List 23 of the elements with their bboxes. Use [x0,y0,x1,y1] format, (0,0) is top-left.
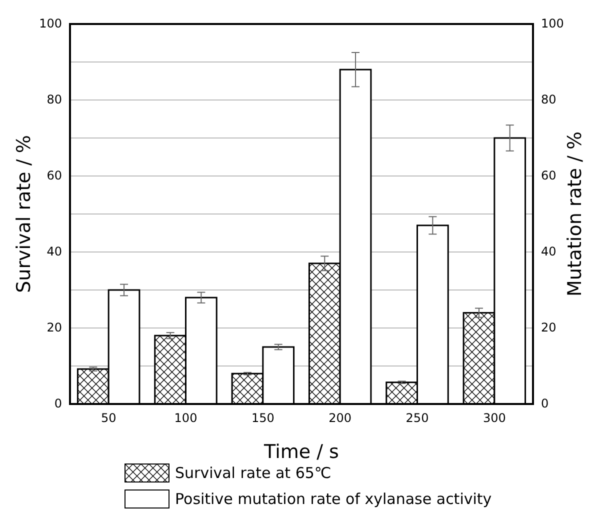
x-tick-label: 300 [482,411,506,425]
y-tick-label: 80 [46,92,62,106]
legend-label: Survival rate at 65℃ [175,464,332,482]
y-tick-label: 20 [46,320,62,334]
y-tick-label: 100 [39,16,62,30]
y2-tick-label: 0 [541,396,549,410]
x-tick-label: 200 [328,411,352,425]
y-axis-title: Survival rate / % [13,135,35,293]
y2-tick-label: 100 [541,16,564,30]
x-axis-title: Time / s [263,441,339,463]
y2-axis-title: Mutation rate / % [564,131,586,297]
y-tick-label: 60 [46,168,62,182]
x-tick-label: 150 [251,411,274,425]
y2-tick-label: 80 [541,92,556,106]
y2-tick-label: 20 [541,320,556,334]
y2-tick-label: 40 [541,244,556,258]
y-tick-label: 40 [46,244,62,258]
y2-tick-label: 60 [541,168,556,182]
x-tick-label: 100 [174,411,198,425]
legend-label: Positive mutation rate of xylanase activity [175,490,492,508]
y-tick-label: 0 [54,396,62,410]
x-tick-label: 250 [406,411,429,425]
x-tick-label: 50 [100,411,116,425]
